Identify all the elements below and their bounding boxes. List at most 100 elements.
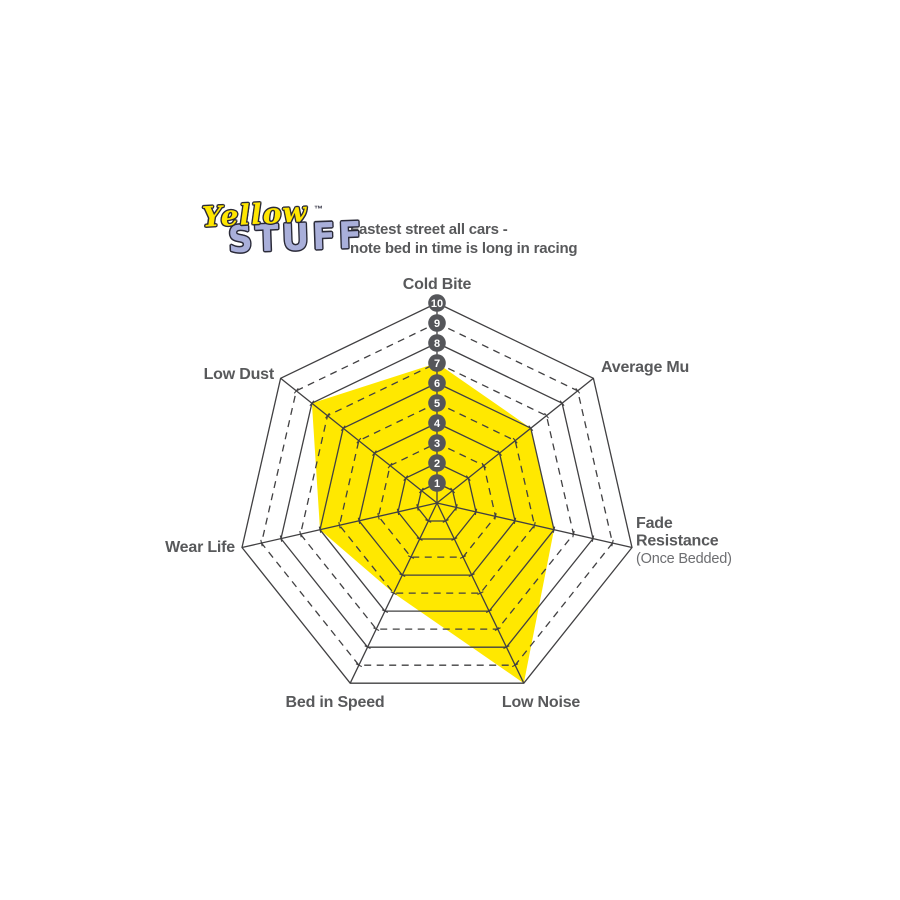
subtitle-line-2: note bed in time is long in racing [350, 240, 578, 257]
radar-tick [474, 508, 478, 516]
radar-tick [477, 591, 484, 595]
axis-label-fade-resistance-once-bedded: Fade [636, 515, 673, 532]
logo-word-yellow: Yellow [201, 195, 309, 234]
radar-tick [559, 400, 565, 407]
radar-tick [494, 513, 497, 520]
radar-tick [356, 437, 362, 444]
axis-label-fade-resistance-once-bedded: (Once Bedded) [636, 551, 732, 567]
radar-tick [575, 387, 581, 394]
scale-badge [428, 334, 446, 352]
radar-tick [512, 437, 518, 444]
radar-tick [403, 475, 409, 481]
axis-label-low-noise: Low Noise [502, 694, 581, 711]
radar-tick [364, 645, 371, 649]
radar-tick [377, 513, 380, 520]
axis-label-average-mu: Average Mu [601, 359, 689, 376]
radar-tick [416, 537, 423, 541]
radar-tick [494, 627, 501, 631]
radar-tick [340, 425, 346, 432]
subtitle-line-1: Fastest street all cars - [350, 221, 508, 238]
radar-grid-ring [377, 442, 497, 558]
radar-tick [468, 573, 475, 577]
scale-badge-label: 9 [434, 318, 440, 330]
radar-grid-ring [397, 462, 477, 540]
radar-tick [355, 663, 363, 668]
scale-badge [428, 394, 446, 412]
radar-tick [390, 591, 397, 595]
yellowstuff-logo: Yellow ™ STUFF [198, 195, 365, 276]
radar-tick [451, 537, 458, 541]
radar-tick [611, 539, 614, 547]
scale-badge-label: 3 [434, 438, 440, 450]
radar-tick [309, 400, 315, 407]
radar-tick [591, 535, 595, 542]
scale-badge-label: 4 [434, 418, 441, 430]
radar-grid-ring [280, 342, 594, 648]
radar-tick [418, 487, 424, 494]
radar-tick [481, 462, 487, 469]
scale-badge [428, 454, 446, 472]
radar-tick [497, 450, 502, 456]
scale-badge-label: 10 [431, 298, 443, 310]
radar-tick [299, 530, 302, 538]
axis-label-cold-bite: Cold Bite [403, 276, 472, 293]
scale-badge [428, 374, 446, 392]
radar-tick [459, 555, 467, 559]
radar-tick [387, 462, 393, 469]
axis-label-low-dust: Low Dust [204, 366, 275, 383]
radar-tick [465, 475, 471, 481]
trademark-symbol: ™ [314, 204, 323, 214]
axis-label-wear-life: Wear Life [165, 539, 235, 556]
scale-badge-label: 8 [434, 338, 440, 350]
radar-tick [260, 539, 263, 547]
radar-tick [373, 627, 380, 631]
scale-badge-label: 2 [434, 458, 440, 470]
radar-tick [485, 609, 493, 613]
radar-tick [552, 526, 556, 533]
radar-tick [357, 517, 361, 525]
radar-grid-ring [241, 302, 633, 684]
axis-label-fade-resistance-once-bedded: Resistance [636, 533, 719, 550]
radar-tick [293, 387, 299, 394]
radar-tick [513, 517, 517, 525]
scale-badge [428, 414, 446, 432]
radar-tick [399, 573, 406, 577]
radar-tick [279, 535, 283, 542]
radar-tick [511, 663, 519, 668]
radar-tick [425, 519, 432, 523]
radar-tick [544, 412, 549, 419]
radar-tick [442, 519, 449, 523]
radar-tick [338, 521, 341, 529]
radar-grid-ring [319, 382, 555, 612]
scale-badge-label: 1 [434, 478, 440, 490]
scale-badge-label: 5 [434, 398, 440, 410]
scale-badge [428, 354, 446, 372]
radar-tick [450, 487, 456, 494]
radar-tick [396, 508, 400, 516]
radar-tick [381, 609, 389, 613]
radar-tick [572, 530, 575, 538]
scale-badge [428, 314, 446, 332]
radar-tick [318, 526, 322, 533]
radar-tick [503, 645, 510, 649]
scale-badge-label: 6 [434, 378, 440, 390]
radar-tick [533, 521, 536, 529]
radar-data-polygon [311, 363, 554, 684]
scale-badge [428, 434, 446, 452]
scale-badge [428, 474, 446, 492]
chart-subtitle: Fastest street all cars - note bed in ti… [350, 220, 578, 258]
radar-grid-ring [416, 482, 458, 522]
scale-badge-label: 7 [434, 358, 440, 370]
radar-grid-ring [299, 362, 575, 630]
radar-grid-ring [358, 422, 516, 576]
scale-badge [428, 294, 446, 312]
radar-tick [407, 555, 415, 559]
radar-tick [325, 412, 330, 419]
radar-tick [455, 504, 458, 511]
radar-tick [372, 450, 377, 456]
radar-grid-ring [338, 402, 536, 594]
radar-tick [528, 425, 534, 432]
radar-tick [416, 504, 419, 511]
